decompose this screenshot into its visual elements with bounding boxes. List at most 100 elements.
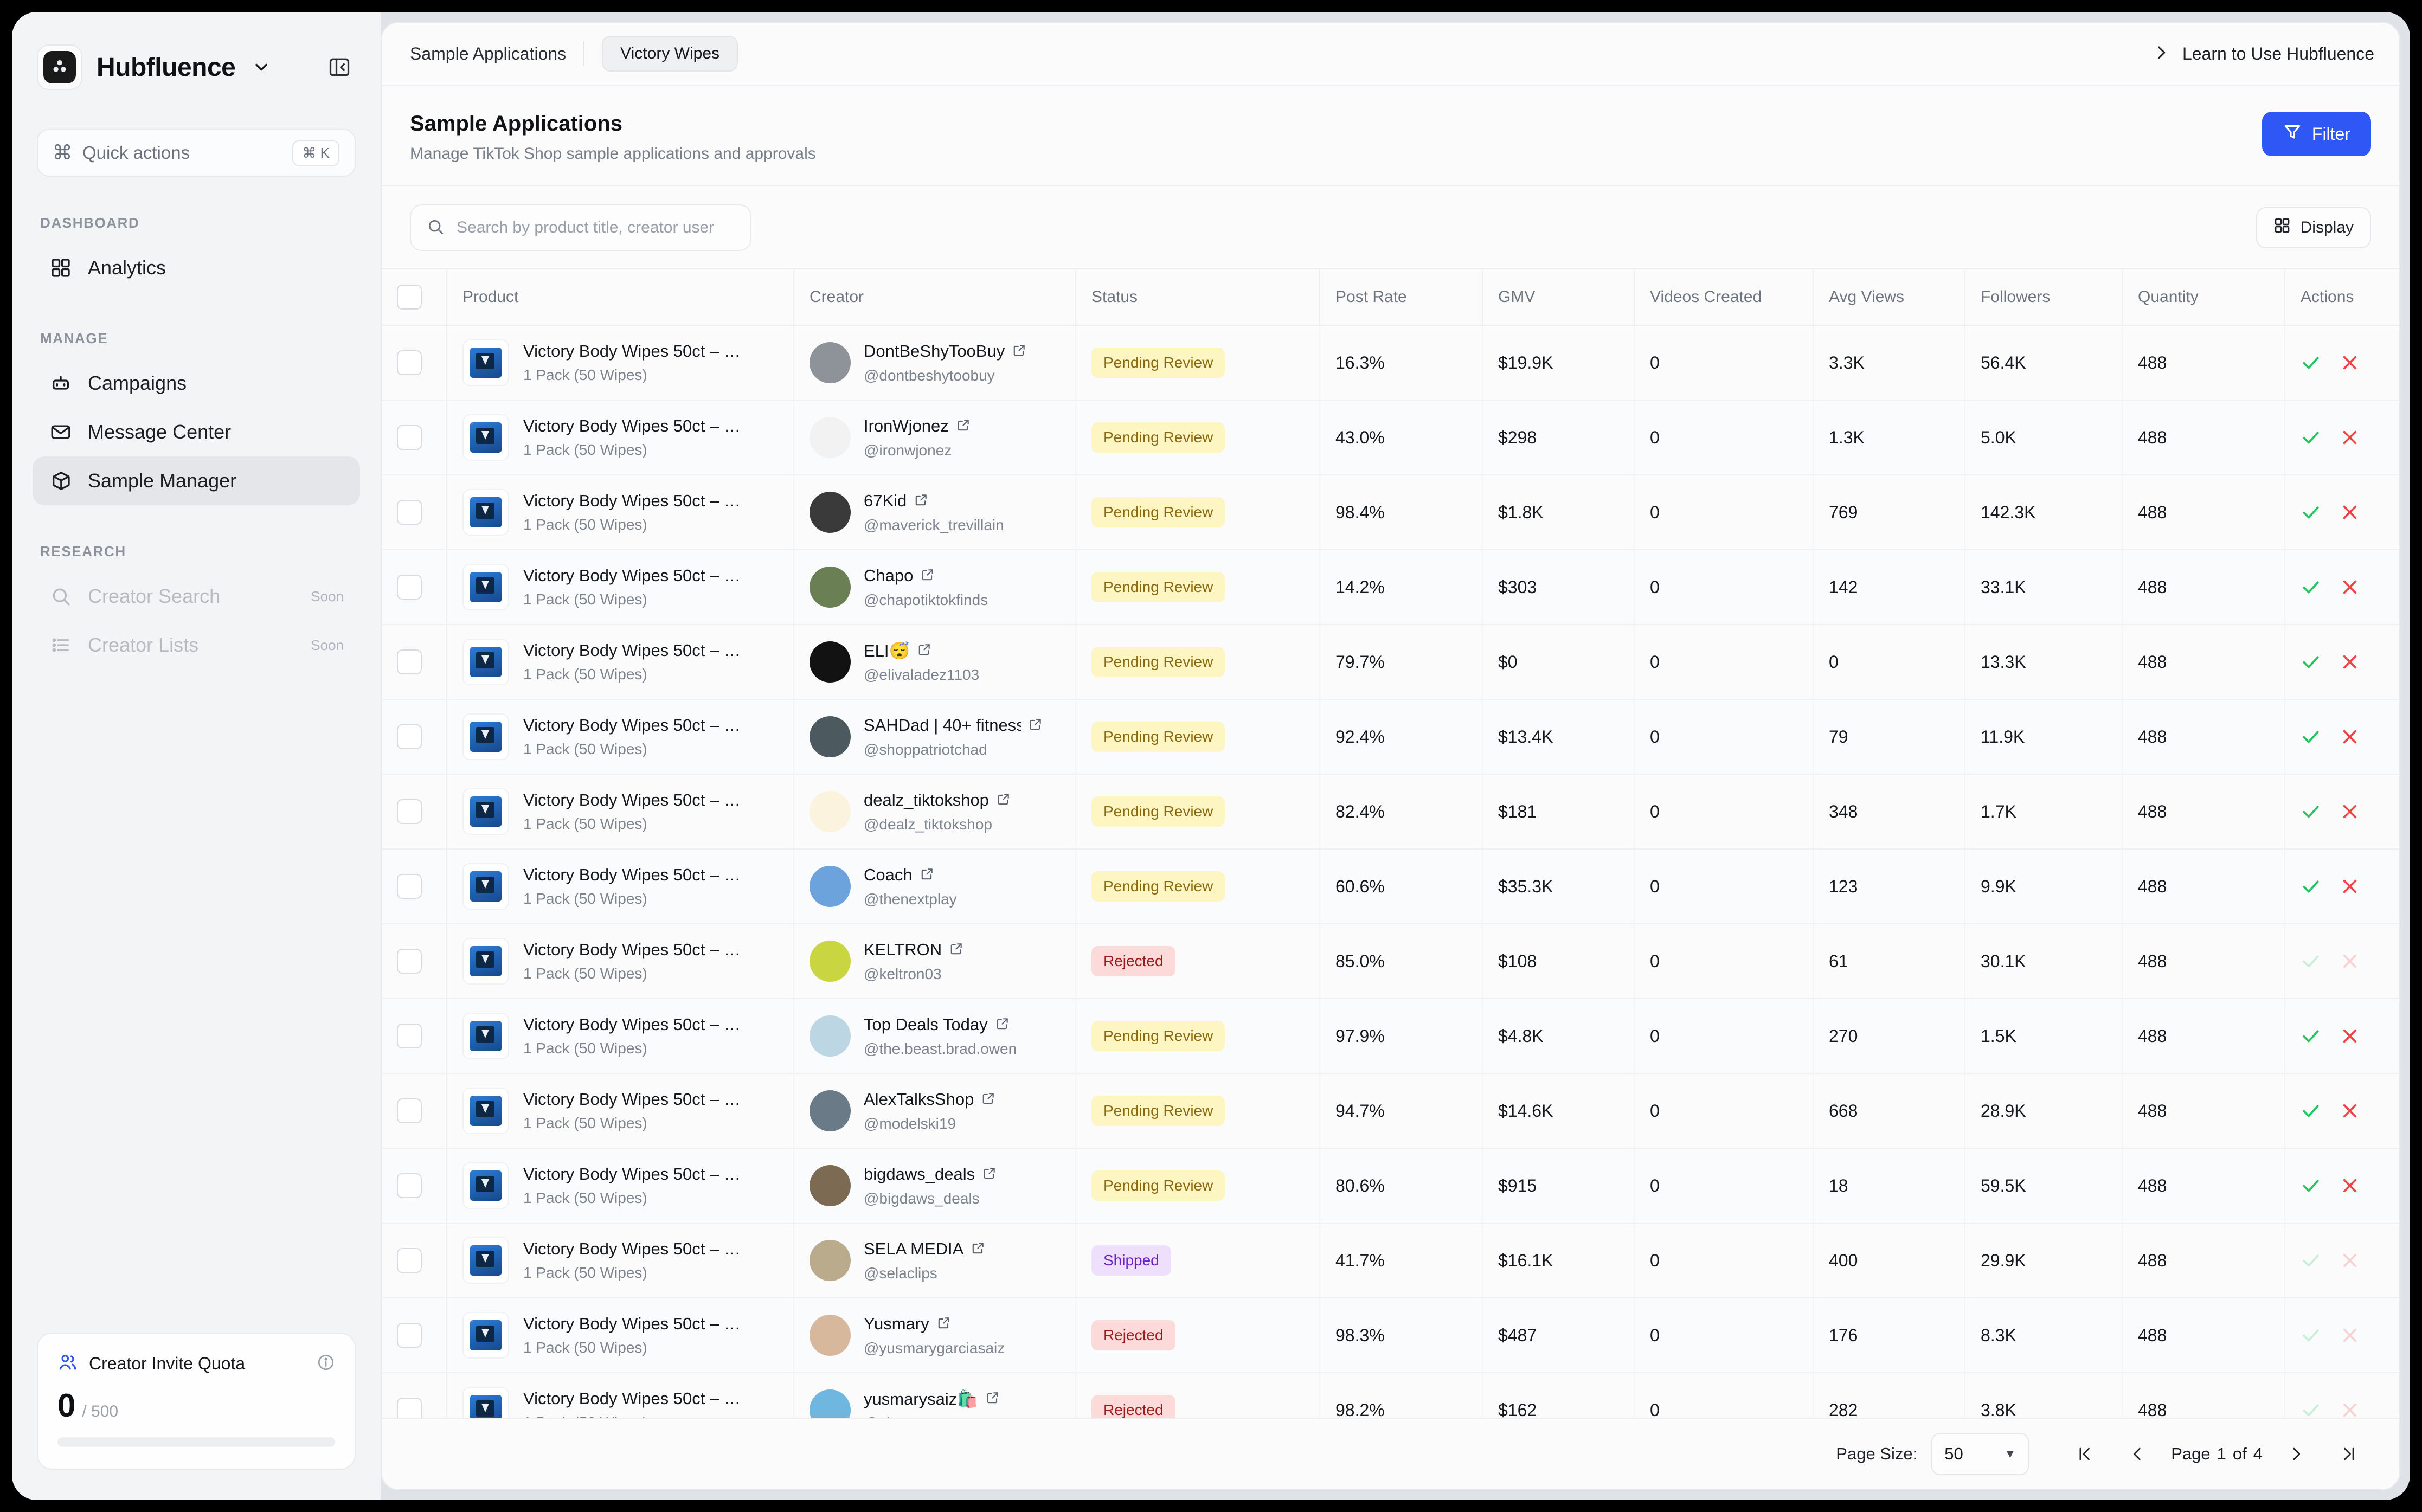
reject-icon[interactable] — [2340, 502, 2360, 523]
row-checkbox[interactable] — [397, 350, 422, 375]
sidebar-item-campaigns[interactable]: Campaigns — [33, 359, 360, 408]
reject-icon[interactable] — [2340, 726, 2360, 747]
reject-icon[interactable] — [2340, 1101, 2360, 1121]
sidebar-item-sample-manager[interactable]: Sample Manager — [33, 456, 360, 505]
row-checkbox[interactable] — [397, 575, 422, 600]
row-checkbox[interactable] — [397, 1098, 422, 1123]
row-checkbox[interactable] — [397, 1248, 422, 1273]
approve-icon[interactable] — [2301, 1101, 2321, 1121]
approve-icon[interactable] — [2301, 652, 2321, 672]
table-row[interactable]: Victory Body Wipes 50ct – … 1 Pack (50 Wi… — [382, 550, 2399, 625]
search-input[interactable] — [457, 218, 735, 237]
table-row[interactable]: Victory Body Wipes 50ct – … 1 Pack (50 Wi… — [382, 475, 2399, 550]
chevron-down-icon[interactable] — [252, 57, 271, 77]
column-header-quantity[interactable]: Quantity — [2122, 268, 2285, 326]
row-checkbox[interactable] — [397, 1173, 422, 1198]
approve-icon[interactable] — [2301, 502, 2321, 523]
table-row[interactable]: Victory Body Wipes 50ct – … 1 Pack (50 Wi… — [382, 1223, 2399, 1298]
breadcrumb[interactable]: Sample Applications — [410, 43, 567, 63]
approve-icon[interactable] — [2301, 577, 2321, 597]
quick-actions-button[interactable]: Quick actions ⌘ K — [37, 129, 356, 177]
brand-name[interactable]: Hubfluence — [97, 53, 236, 82]
table-row[interactable]: Victory Body Wipes 50ct – … 1 Pack (50 Wi… — [382, 1073, 2399, 1149]
sidebar-item-message-center[interactable]: Message Center — [33, 408, 360, 456]
external-link-icon[interactable] — [997, 790, 1011, 810]
search-box[interactable] — [410, 204, 751, 251]
external-link-icon[interactable] — [981, 1090, 995, 1110]
table-row[interactable]: Victory Body Wipes 50ct – … 1 Pack (50 Wi… — [382, 999, 2399, 1074]
external-link-icon[interactable] — [982, 1164, 997, 1185]
reject-icon[interactable] — [2340, 652, 2360, 672]
external-link-icon[interactable] — [956, 416, 971, 436]
row-checkbox[interactable] — [397, 874, 422, 899]
approve-icon[interactable] — [2301, 1175, 2321, 1196]
external-link-icon[interactable] — [995, 1015, 1010, 1035]
approve-icon[interactable] — [2301, 801, 2321, 822]
approve-icon[interactable] — [2301, 352, 2321, 373]
last-page-icon[interactable] — [2330, 1434, 2369, 1474]
row-checkbox[interactable] — [397, 500, 422, 525]
row-checkbox[interactable] — [397, 649, 422, 674]
external-link-icon[interactable] — [921, 566, 935, 586]
row-checkbox[interactable] — [397, 425, 422, 450]
external-link-icon[interactable] — [920, 865, 934, 885]
external-link-icon[interactable] — [937, 1314, 951, 1334]
external-link-icon[interactable] — [1012, 342, 1026, 362]
approve-icon[interactable] — [2301, 1026, 2321, 1046]
column-header-product[interactable]: Product — [447, 268, 794, 326]
external-link-icon[interactable] — [1029, 716, 1043, 736]
row-checkbox[interactable] — [397, 799, 422, 824]
row-checkbox[interactable] — [397, 1024, 422, 1048]
table-row[interactable]: Victory Body Wipes 50ct – … 1 Pack (50 Wi… — [382, 774, 2399, 850]
table-row[interactable]: Victory Body Wipes 50ct – … 1 Pack (50 Wi… — [382, 1148, 2399, 1224]
approve-icon[interactable] — [2301, 726, 2321, 747]
tab-victory-wipes[interactable]: Victory Wipes — [602, 36, 738, 72]
table-row[interactable]: Victory Body Wipes 50ct – … 1 Pack (50 Wi… — [382, 400, 2399, 475]
table-row[interactable]: Victory Body Wipes 50ct – … 1 Pack (50 Wi… — [382, 849, 2399, 924]
external-link-icon[interactable] — [914, 491, 928, 511]
row-checkbox[interactable] — [397, 949, 422, 974]
reject-icon[interactable] — [2340, 352, 2360, 373]
row-checkbox[interactable] — [397, 724, 422, 749]
column-header-avg-views[interactable]: Avg Views — [1813, 268, 1965, 326]
reject-icon[interactable] — [2340, 1026, 2360, 1046]
reject-icon[interactable] — [2340, 1175, 2360, 1196]
external-link-icon[interactable] — [971, 1239, 985, 1259]
column-header-gmv[interactable]: GMV — [1482, 268, 1635, 326]
info-icon[interactable] — [317, 1353, 335, 1374]
reject-icon[interactable] — [2340, 427, 2360, 448]
filter-button[interactable]: Filter — [2262, 112, 2371, 156]
first-page-icon[interactable] — [2065, 1434, 2104, 1474]
display-button[interactable]: Display — [2256, 207, 2371, 248]
external-link-icon[interactable] — [986, 1389, 1000, 1409]
page-size-select[interactable]: 50 ▼ — [1931, 1433, 2029, 1475]
reject-icon[interactable] — [2340, 801, 2360, 822]
prev-page-icon[interactable] — [2118, 1434, 2157, 1474]
row-checkbox[interactable] — [397, 1323, 422, 1348]
column-header-creator[interactable]: Creator — [794, 268, 1076, 326]
reject-icon[interactable] — [2340, 876, 2360, 897]
table-row[interactable]: Victory Body Wipes 50ct – … 1 Pack (50 Wi… — [382, 625, 2399, 700]
table-row[interactable]: Victory Body Wipes 50ct – … 1 Pack (50 Wi… — [382, 325, 2399, 401]
next-page-icon[interactable] — [2277, 1434, 2316, 1474]
column-header-followers[interactable]: Followers — [1965, 268, 2123, 326]
creator-cell: 67Kid @maverick_trevillain — [794, 475, 1076, 550]
panel-collapse-icon[interactable] — [323, 51, 356, 83]
external-link-icon[interactable] — [949, 940, 963, 960]
reject-icon[interactable] — [2340, 577, 2360, 597]
row-checkbox[interactable] — [397, 1398, 422, 1418]
table-row[interactable]: Victory Body Wipes 50ct – … 1 Pack (50 Wi… — [382, 1298, 2399, 1373]
learn-link[interactable]: Learn to Use Hubfluence — [2152, 43, 2374, 65]
external-link-icon[interactable] — [917, 641, 931, 661]
approve-icon[interactable] — [2301, 427, 2321, 448]
column-header-post-rate[interactable]: Post Rate — [1320, 268, 1483, 326]
select-all-checkbox[interactable] — [397, 285, 422, 310]
table-row[interactable]: Victory Body Wipes 50ct – … 1 Pack (50 Wi… — [382, 924, 2399, 999]
table-row[interactable]: Victory Body Wipes 50ct – … 1 Pack (50 Wi… — [382, 699, 2399, 775]
table-row[interactable]: Victory Body Wipes 50ct – … 1 Pack (50 Wi… — [382, 1373, 2399, 1418]
sidebar-item-analytics[interactable]: Analytics — [33, 243, 360, 292]
column-header-status[interactable]: Status — [1076, 268, 1320, 326]
product-title: Victory Body Wipes 50ct – … — [523, 865, 741, 884]
approve-icon[interactable] — [2301, 876, 2321, 897]
column-header-videos-created[interactable]: Videos Created — [1634, 268, 1814, 326]
